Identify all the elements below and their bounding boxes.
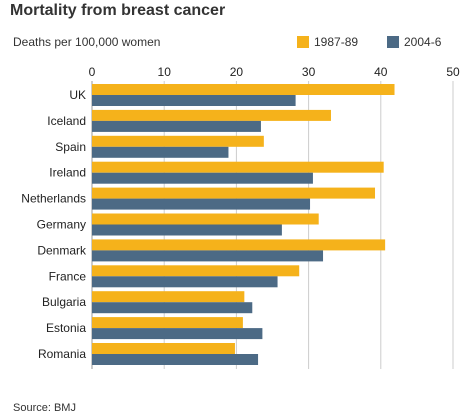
bar-1-9	[92, 328, 263, 340]
bar-0-6	[92, 239, 386, 251]
x-tick-label-5: 50	[446, 65, 460, 79]
chart-subtitle: Deaths per 100,000 women	[13, 35, 161, 49]
bar-1-8	[92, 302, 253, 314]
category-label-3: Ireland	[49, 166, 86, 180]
bar-1-7	[92, 276, 278, 288]
category-label-9: Estonia	[46, 321, 86, 335]
bar-0-1	[92, 109, 331, 121]
x-tick-label-3: 30	[302, 65, 316, 79]
source-note: Source: BMJ	[13, 402, 76, 414]
category-label-1: Iceland	[47, 114, 86, 128]
category-label-6: Denmark	[37, 243, 87, 257]
category-label-7: France	[49, 269, 87, 283]
bar-0-4	[92, 187, 376, 199]
bar-0-10	[92, 343, 235, 354]
bar-1-10	[92, 354, 259, 365]
category-label-5: Germany	[37, 218, 86, 232]
bar-1-3	[92, 172, 313, 184]
bar-1-6	[92, 250, 324, 262]
bar-0-5	[92, 213, 319, 225]
bar-1-5	[92, 224, 282, 236]
bar-0-7	[92, 265, 300, 277]
bar-1-2	[92, 146, 229, 158]
category-label-4: Netherlands	[21, 192, 86, 206]
legend-label-series-2: 2004-6	[404, 35, 442, 49]
legend-label-series-1: 1987-89	[314, 35, 359, 49]
category-label-8: Bulgaria	[42, 295, 86, 309]
bar-1-4	[92, 198, 311, 210]
legend-item-series-1: 1987-89	[297, 35, 358, 49]
bar-0-2	[92, 135, 264, 147]
x-tick-label-2: 20	[230, 65, 244, 79]
bar-1-1	[92, 120, 261, 132]
x-tick-label-4: 40	[374, 65, 388, 79]
page-title: Mortality from breast cancer	[10, 2, 226, 19]
bar-1-0	[92, 95, 296, 106]
bar-0-0	[92, 84, 395, 95]
bar-0-8	[92, 291, 245, 303]
category-label-0: UK	[69, 88, 86, 102]
legend-swatch-series-1	[297, 36, 309, 48]
x-tick-label-0: 0	[89, 65, 96, 79]
bar-0-9	[92, 317, 243, 329]
bar-0-3	[92, 161, 384, 173]
x-tick-label-1: 10	[158, 65, 172, 79]
legend-swatch-series-2	[387, 36, 399, 48]
category-label-2: Spain	[55, 140, 86, 154]
category-label-10: Romania	[38, 347, 86, 361]
legend-item-series-2: 2004-6	[387, 35, 441, 49]
